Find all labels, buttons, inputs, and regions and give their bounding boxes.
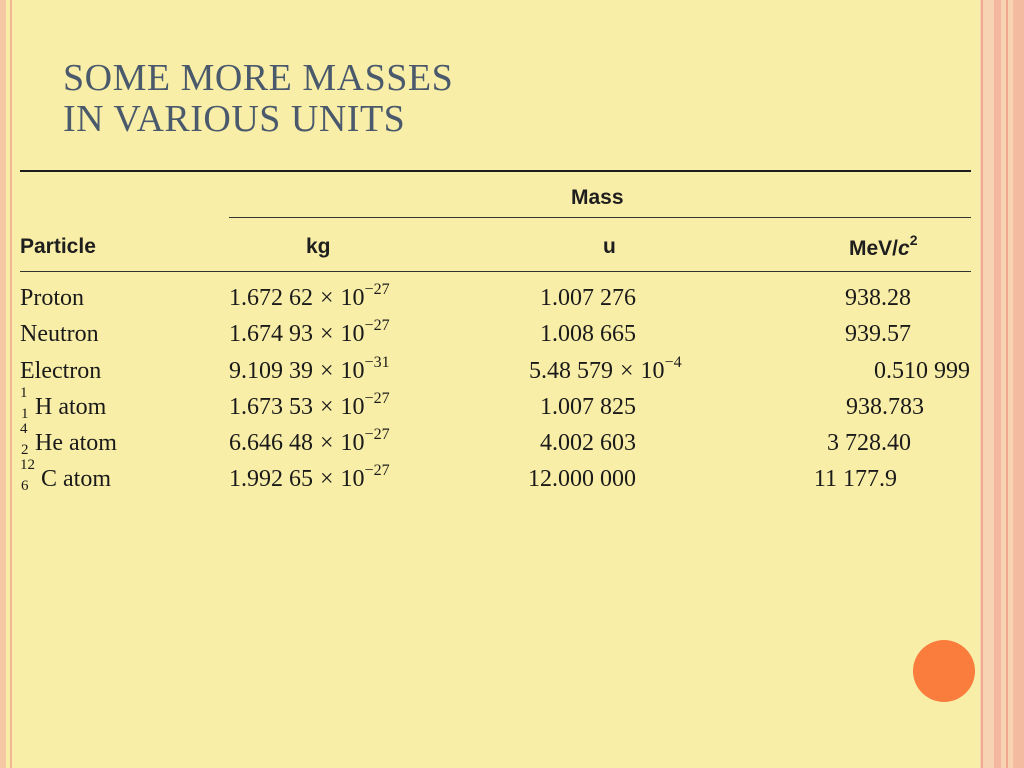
kg-exponent: −27: [364, 462, 390, 479]
kg-value-cell: 6.646 48 × 10−27: [229, 426, 390, 457]
particle-cell: 4 2 He atom: [20, 421, 117, 458]
u-value-cell: 1.007 276: [540, 284, 636, 312]
times-symbol: ×: [620, 358, 634, 384]
particle-name: Neutron: [20, 321, 99, 347]
kg-mantissa: 9.109 39: [229, 358, 313, 384]
column-header-mev: MeV/c2: [849, 228, 918, 263]
kg-base: 10: [340, 394, 365, 420]
kg-value-cell: 1.673 53 × 10−27: [229, 390, 390, 421]
mev-value-cell: 0.510 999: [874, 358, 970, 384]
isotope-atomic-number: 2: [21, 442, 29, 458]
right-border-line: [1013, 0, 1024, 768]
table-header-rule: [20, 271, 971, 272]
mev-unit-prefix: MeV/: [849, 237, 899, 260]
u-value: 1.007 276: [540, 285, 636, 311]
table-top-rule: [20, 170, 971, 172]
isotope-mass-number: 4: [20, 421, 28, 437]
decorative-orange-dot: [913, 640, 975, 702]
column-header-u: u: [603, 235, 616, 258]
kg-exponent: −31: [364, 354, 390, 371]
right-border-line: [981, 0, 983, 768]
slide-title: SOME MORE MASSES IN VARIOUS UNITS: [63, 58, 863, 140]
kg-mantissa: 6.646 48: [229, 430, 313, 456]
isotope-mass-number: 12: [20, 457, 35, 473]
times-symbol: ×: [320, 321, 334, 347]
left-border-stripe: [0, 0, 6, 768]
kg-value-cell: 1.674 93 × 10−27: [229, 317, 390, 348]
times-symbol: ×: [320, 466, 334, 492]
kg-base: 10: [340, 285, 365, 311]
times-symbol: ×: [320, 358, 334, 384]
u-value: 5.48 579: [529, 358, 613, 384]
kg-mantissa: 1.672 62: [229, 285, 313, 311]
mev-value-cell: 938.28: [845, 285, 911, 311]
kg-value-cell: 1.992 65 × 10−27: [229, 462, 390, 493]
kg-mantissa: 1.673 53: [229, 394, 313, 420]
particle-name: He atom: [35, 430, 117, 456]
particle-name: C atom: [41, 466, 111, 492]
u-value-cell: 1.008 665: [540, 320, 636, 348]
u-value-cell: 12.000 000: [528, 465, 636, 493]
particle-name: H atom: [35, 394, 107, 420]
kg-base: 10: [340, 466, 365, 492]
kg-exponent: −27: [364, 317, 390, 334]
mass-group-rule: [229, 217, 971, 218]
mass-group-header: Mass: [571, 186, 624, 209]
column-header-kg: kg: [306, 235, 331, 258]
mev-value-cell: 11 177.9: [813, 466, 897, 492]
isotope-atomic-number: 1: [21, 406, 29, 422]
mev-value-cell: 938.783: [846, 394, 924, 420]
mev-value-cell: 3 728.40: [827, 430, 911, 456]
particle-cell: 12 6 C atom: [20, 457, 111, 494]
mev-value-cell: 939.57: [845, 321, 911, 347]
u-value-cell: 4.002 603: [540, 429, 636, 457]
particle-cell: Neutron: [20, 320, 99, 348]
u-value: 4.002 603: [540, 430, 636, 456]
right-border-line: [994, 0, 1001, 768]
kg-mantissa: 1.992 65: [229, 466, 313, 492]
kg-exponent: −27: [364, 390, 390, 407]
u-value-cell: 1.007 825: [540, 393, 636, 421]
isotope-mass-number: 1: [20, 385, 28, 401]
u-base: 10: [640, 358, 665, 384]
mev-unit-c: c: [898, 237, 910, 260]
u-value-cell: 5.48 579 × 10−4: [529, 354, 682, 385]
particle-name: Electron: [20, 358, 102, 384]
u-value: 1.008 665: [540, 321, 636, 347]
kg-mantissa: 1.674 93: [229, 321, 313, 347]
isotope-atomic-number: 6: [21, 478, 29, 494]
kg-exponent: −27: [364, 281, 390, 298]
title-line-2: IN VARIOUS UNITS: [63, 98, 406, 140]
right-border-line: [1006, 0, 1008, 768]
kg-exponent: −27: [364, 426, 390, 443]
kg-base: 10: [340, 358, 365, 384]
mev-unit-exponent: 2: [909, 232, 918, 248]
times-symbol: ×: [320, 285, 334, 311]
particle-name: Proton: [20, 285, 85, 311]
kg-base: 10: [340, 430, 365, 456]
isotope-notation: 12 6: [20, 457, 40, 494]
u-exponent: −4: [664, 354, 682, 371]
u-value: 1.007 825: [540, 394, 636, 420]
title-line-1: SOME MORE MASSES: [63, 57, 454, 99]
times-symbol: ×: [320, 430, 334, 456]
particle-cell: Electron: [20, 357, 101, 385]
kg-value-cell: 1.672 62 × 10−27: [229, 281, 390, 312]
kg-value-cell: 9.109 39 × 10−31: [229, 354, 390, 385]
times-symbol: ×: [320, 394, 334, 420]
kg-base: 10: [340, 321, 365, 347]
particle-cell: Proton: [20, 284, 84, 312]
column-header-particle: Particle: [20, 235, 96, 258]
left-border-line: [10, 0, 12, 768]
u-value: 12.000 000: [528, 466, 636, 492]
